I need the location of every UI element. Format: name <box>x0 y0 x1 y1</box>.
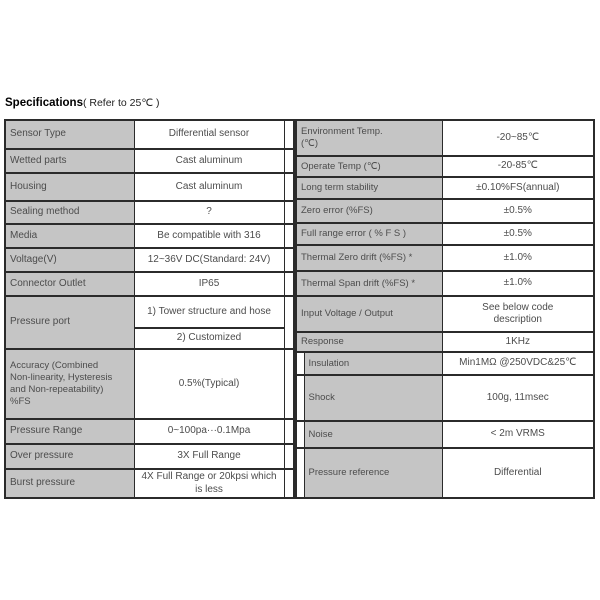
spacer-cell <box>283 119 295 150</box>
spec-value-cell: 1KHz <box>441 331 595 353</box>
table-row: Noise < 2m VRMS <box>295 420 595 449</box>
table-row: Response 1KHz <box>295 331 595 353</box>
spec-value-cell: See below code description <box>441 295 595 333</box>
spec-value-cell: ±0.5% <box>441 198 595 224</box>
spec-value-cell: Cast aluminum <box>133 172 285 202</box>
spacer-cell <box>283 468 295 499</box>
spacer-cell <box>283 295 295 350</box>
spec-value-cell: < 2m VRMS <box>441 420 595 449</box>
spec-value-cell: Cast aluminum <box>133 148 285 174</box>
table-row: Sealing method? <box>4 200 295 225</box>
left-spec-table: Sensor Type Differential sensor Wetted par… <box>4 119 295 499</box>
spec-value-cell: ±0.10%FS(annual) <box>441 176 595 200</box>
table-row: Operate Temp (℃) -20-85℃ <box>295 155 595 178</box>
table-row: Full range error ( % F S ) ±0.5% <box>295 222 595 246</box>
spec-label-cell: Insulation <box>303 351 443 376</box>
spec-label-cell: Long term stability <box>295 176 443 200</box>
spacer-cell <box>283 271 295 297</box>
table-row: 2) Customized <box>5 327 294 350</box>
table-row: Thermal Zero drift (%FS) * ±1.0% <box>295 244 595 272</box>
spec-label-cell: Pressure port <box>4 295 135 350</box>
table-row: Sensor Type Differential sensor <box>4 119 295 150</box>
spec-label-cell: Pressure Range <box>4 418 135 445</box>
spec-label-cell: Connector Outlet <box>4 271 135 297</box>
table-row: Housing Cast aluminum <box>4 172 295 202</box>
spacer-cell <box>295 351 305 376</box>
spec-label-cell: Full range error ( % F S ) <box>295 222 443 246</box>
table-row: Accuracy (Combined Non-linearity, Hyster… <box>4 348 295 420</box>
table-row: Insulation Min1MΩ @250VDC&25℃ <box>295 351 595 376</box>
spec-label-cell: Sealing method <box>4 200 135 225</box>
table-row: Burst pressure 4X Full Range or 20kpsi wh… <box>4 468 295 499</box>
table-row: Connector Outlet IP65 <box>4 271 295 297</box>
table-row: Thermal Span drift (%FS) * ±1.0% <box>295 270 595 297</box>
spacer-cell <box>295 374 305 422</box>
spec-label-cell: Operate Temp (℃) <box>295 155 443 178</box>
spacer-cell <box>283 148 295 174</box>
table-row: Zero error (%FS) ±0.5% <box>295 198 595 224</box>
spec-label-cell: Response <box>295 331 443 353</box>
spacer-cell <box>283 200 295 225</box>
table-row: Input Voltage / Output See below code des… <box>295 295 595 333</box>
spec-value-cell: 2) Customized <box>133 327 285 350</box>
spec-label-cell: Over pressure <box>4 443 135 470</box>
spec-value-cell: 3X Full Range <box>133 443 285 470</box>
spec-value-cell: -20~85℃ <box>441 119 595 157</box>
table-row: Voltage(V) 12~36V DC(Standard: 24V) <box>4 247 295 273</box>
table-row: Over pressure 3X Full Range <box>4 443 295 470</box>
table-row: Pressure Range 0~100pa···0.1Mpa <box>4 418 295 445</box>
spec-label-cell: Thermal Span drift (%FS) * <box>295 270 443 297</box>
spec-value-cell: Be compatible with 316 <box>133 223 285 249</box>
spacer-cell <box>283 172 295 202</box>
spec-value-cell: Differential <box>441 447 595 499</box>
spec-value-cell: 0.5%(Typical) <box>133 348 285 420</box>
spec-label-cell: Input Voltage / Output <box>295 295 443 333</box>
table-row: Wetted parts Cast aluminum <box>4 148 295 174</box>
spacer-cell <box>295 420 305 449</box>
spec-label-cell: Voltage(V) <box>4 247 135 273</box>
spec-value-cell: 1) Tower structure and hose <box>133 295 285 329</box>
spec-label-cell: Media <box>4 223 135 249</box>
spec-label-cell: Accuracy (Combined Non-linearity, Hyster… <box>4 348 135 420</box>
spacer-cell <box>295 447 305 499</box>
spacer-cell <box>283 418 295 445</box>
spec-value-cell: 100g, 11msec <box>441 374 595 422</box>
spec-label-cell: Zero error (%FS) <box>295 198 443 224</box>
spec-label-cell: Burst pressure <box>4 468 135 499</box>
table-row: Pressure port 1) Tower structure and hose <box>4 295 295 350</box>
spec-label-cell: Wetted parts <box>4 148 135 174</box>
table-row: Long term stability ±0.10%FS(annual) <box>295 176 595 200</box>
table-row: Media Be compatible with 316 <box>4 223 295 249</box>
spec-value-cell: ? <box>133 200 285 225</box>
spec-label-cell: Noise <box>303 420 443 449</box>
spec-label-cell: Thermal Zero drift (%FS) * <box>295 244 443 272</box>
right-spec-table: Environment Temp. (℃) -20~85℃ Operate Temp… <box>295 119 596 499</box>
spec-value-cell: Min1MΩ @250VDC&25℃ <box>441 351 595 376</box>
spec-value-cell: ±1.0% <box>441 244 595 272</box>
spec-label-cell: Sensor Type <box>4 119 135 150</box>
spacer-cell <box>283 247 295 273</box>
spec-value-cell: Differential sensor <box>133 119 285 150</box>
spec-label-cell: Pressure reference <box>303 447 443 499</box>
table-row: Environment Temp. (℃) -20~85℃ <box>295 119 595 157</box>
spec-value-cell: -20-85℃ <box>441 155 595 178</box>
spec-label-cell: Housing <box>4 172 135 202</box>
spec-value-cell: 12~36V DC(Standard: 24V) <box>133 247 285 273</box>
spacer-cell <box>283 348 295 420</box>
spec-value-cell: ±1.0% <box>441 270 595 297</box>
spec-value-cell: 0~100pa···0.1Mpa <box>133 418 285 445</box>
spec-value-cell: IP65 <box>133 271 285 297</box>
page-title-main: Specifications <box>5 97 83 109</box>
spec-value-cell: 4X Full Range or 20kpsi which is less <box>133 468 285 499</box>
spacer-cell <box>283 223 295 249</box>
page-title: Specifications( Refer to 25℃ ) <box>5 97 160 109</box>
table-row: Pressure reference Differential <box>295 447 595 499</box>
page-title-note: ( Refer to 25℃ ) <box>82 97 160 109</box>
spec-label-cell: Environment Temp. (℃) <box>295 119 443 157</box>
spec-label-cell: Shock <box>303 374 443 422</box>
spec-value-cell: ±0.5% <box>441 222 595 246</box>
spacer-cell <box>283 443 295 470</box>
table-row: Shock 100g, 11msec <box>295 374 595 422</box>
